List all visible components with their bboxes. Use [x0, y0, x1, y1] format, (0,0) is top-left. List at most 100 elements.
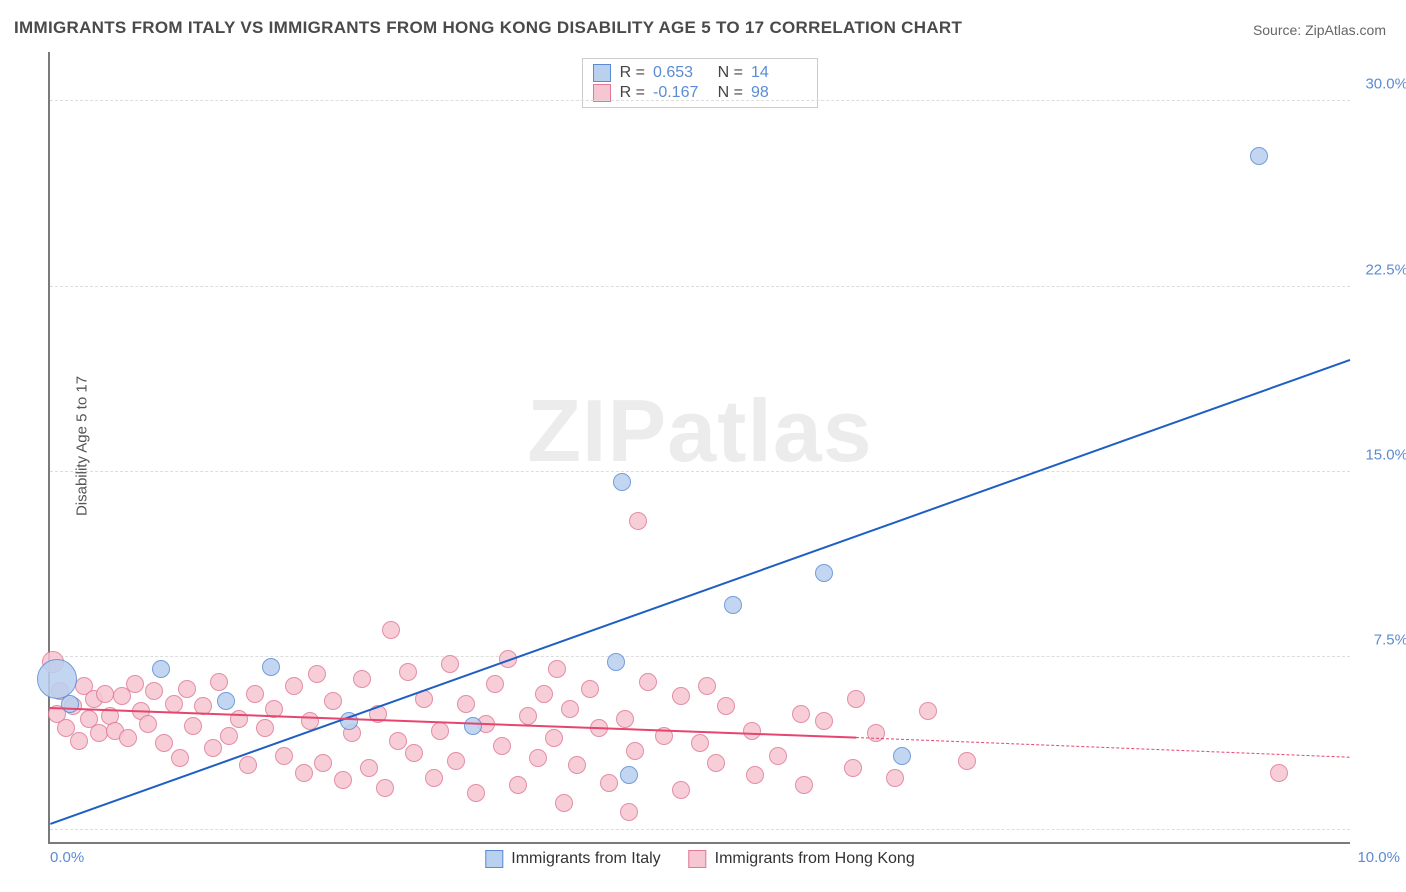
data-point-hongkong [399, 663, 417, 681]
data-point-hongkong [626, 742, 644, 760]
data-point-hongkong [493, 737, 511, 755]
data-point-hongkong [256, 719, 274, 737]
data-point-hongkong [1270, 764, 1288, 782]
data-point-hongkong [581, 680, 599, 698]
stats-row-italy: R = 0.653 N = 14 [593, 63, 807, 83]
data-point-hongkong [360, 759, 378, 777]
data-point-italy [893, 747, 911, 765]
data-point-hongkong [555, 794, 573, 812]
legend-item-italy: Immigrants from Italy [485, 850, 660, 868]
data-point-hongkong [457, 695, 475, 713]
x-tick-label: 10.0% [1357, 849, 1400, 866]
data-point-hongkong [467, 784, 485, 802]
source-label: Source: ZipAtlas.com [1253, 22, 1386, 38]
gridline [50, 100, 1350, 101]
data-point-hongkong [70, 732, 88, 750]
data-point-hongkong [535, 685, 553, 703]
data-point-hongkong [145, 682, 163, 700]
data-point-hongkong [672, 687, 690, 705]
data-point-hongkong [691, 734, 709, 752]
data-point-hongkong [561, 700, 579, 718]
data-point-italy [464, 717, 482, 735]
data-point-hongkong [707, 754, 725, 772]
watermark: ZIPatlas [527, 380, 872, 482]
data-point-hongkong [867, 724, 885, 742]
data-point-hongkong [886, 769, 904, 787]
data-point-hongkong [165, 695, 183, 713]
data-point-hongkong [334, 771, 352, 789]
swatch-italy [593, 64, 611, 82]
y-tick-label: 30.0% [1356, 76, 1406, 93]
data-point-hongkong [405, 744, 423, 762]
data-point-hongkong [171, 749, 189, 767]
data-point-hongkong [119, 729, 137, 747]
chart-title: IMMIGRANTS FROM ITALY VS IMMIGRANTS FROM… [14, 18, 962, 38]
data-point-hongkong [919, 702, 937, 720]
gridline [50, 286, 1350, 287]
gridline [50, 829, 1350, 830]
data-point-italy [815, 564, 833, 582]
data-point-hongkong [178, 680, 196, 698]
trend-line [50, 707, 856, 739]
data-point-hongkong [285, 677, 303, 695]
legend-label-hongkong: Immigrants from Hong Kong [715, 850, 915, 868]
data-point-italy [613, 473, 631, 491]
data-point-hongkong [275, 747, 293, 765]
data-point-hongkong [376, 779, 394, 797]
data-point-hongkong [548, 660, 566, 678]
scatter-plot: ZIPatlas R = 0.653 N = 14 R = -0.167 N =… [48, 52, 1350, 844]
data-point-hongkong [616, 710, 634, 728]
data-point-italy [37, 659, 77, 699]
y-tick-label: 22.5% [1356, 261, 1406, 278]
data-point-hongkong [698, 677, 716, 695]
data-point-hongkong [389, 732, 407, 750]
data-point-hongkong [620, 803, 638, 821]
n-label: N = [717, 64, 743, 82]
data-point-hongkong [600, 774, 618, 792]
data-point-hongkong [314, 754, 332, 772]
trend-line [50, 359, 1351, 825]
data-point-hongkong [672, 781, 690, 799]
r-value-hongkong: -0.167 [653, 84, 709, 102]
data-point-hongkong [847, 690, 865, 708]
y-tick-label: 15.0% [1356, 446, 1406, 463]
data-point-hongkong [441, 655, 459, 673]
data-point-hongkong [795, 776, 813, 794]
data-point-hongkong [184, 717, 202, 735]
data-point-hongkong [96, 685, 114, 703]
data-point-hongkong [792, 705, 810, 723]
data-point-hongkong [155, 734, 173, 752]
data-point-hongkong [639, 673, 657, 691]
r-value-italy: 0.653 [653, 64, 709, 82]
data-point-hongkong [447, 752, 465, 770]
data-point-hongkong [958, 752, 976, 770]
data-point-italy [620, 766, 638, 784]
trend-line-dashed [856, 737, 1350, 758]
data-point-hongkong [743, 722, 761, 740]
data-point-hongkong [295, 764, 313, 782]
data-point-hongkong [431, 722, 449, 740]
data-point-hongkong [139, 715, 157, 733]
data-point-italy [217, 692, 235, 710]
data-point-hongkong [717, 697, 735, 715]
data-point-hongkong [545, 729, 563, 747]
data-point-italy [1250, 147, 1268, 165]
data-point-hongkong [126, 675, 144, 693]
swatch-italy [485, 850, 503, 868]
data-point-hongkong [486, 675, 504, 693]
x-tick-label: 0.0% [50, 849, 84, 866]
swatch-hongkong [593, 84, 611, 102]
data-point-italy [724, 596, 742, 614]
watermark-zip: ZIP [527, 381, 667, 480]
data-point-hongkong [519, 707, 537, 725]
series-legend: Immigrants from Italy Immigrants from Ho… [485, 850, 914, 868]
y-tick-label: 7.5% [1356, 631, 1406, 648]
data-point-italy [61, 695, 79, 713]
data-point-hongkong [529, 749, 547, 767]
gridline [50, 471, 1350, 472]
data-point-hongkong [353, 670, 371, 688]
data-point-hongkong [382, 621, 400, 639]
n-value-hongkong: 98 [751, 84, 807, 102]
data-point-hongkong [210, 673, 228, 691]
data-point-italy [607, 653, 625, 671]
